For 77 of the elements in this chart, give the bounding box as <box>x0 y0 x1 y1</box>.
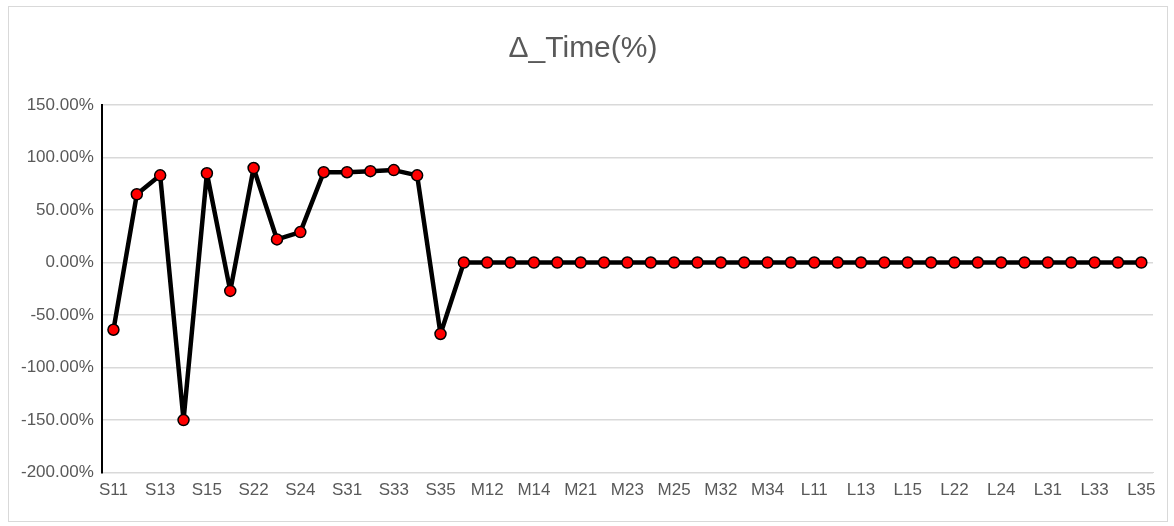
point <box>270 233 284 246</box>
x-tick-label: L35 <box>1127 480 1156 500</box>
point <box>480 256 494 269</box>
x-tick-label: M14 <box>517 480 551 500</box>
point <box>224 284 237 298</box>
x-tick-label: L31 <box>1033 480 1063 500</box>
point <box>878 256 891 269</box>
x-tick-label: L24 <box>986 480 1016 500</box>
point <box>294 225 307 239</box>
point <box>1111 256 1125 269</box>
point <box>130 188 144 201</box>
point <box>153 169 167 182</box>
point <box>551 256 564 269</box>
point <box>948 256 961 269</box>
point <box>854 256 868 269</box>
y-tick-label: -50.00% <box>30 304 94 324</box>
point <box>247 161 260 175</box>
x-tick-label: M23 <box>610 480 644 500</box>
point <box>504 256 517 269</box>
point <box>410 169 424 182</box>
y-tick-label: 50.00% <box>36 199 94 219</box>
y-tick-label: -200.00% <box>20 462 94 482</box>
point <box>457 256 471 269</box>
x-tick-label: S15 <box>191 480 223 500</box>
y-tick-label: 150.00% <box>26 94 94 114</box>
x-tick-label: S31 <box>331 480 363 500</box>
point <box>924 256 938 269</box>
point <box>994 256 1008 269</box>
point <box>691 256 704 269</box>
point <box>621 256 634 269</box>
point <box>177 413 190 427</box>
point <box>1041 256 1055 269</box>
x-tick-label: S24 <box>285 480 316 500</box>
y-tick-label: -150.00% <box>20 409 94 429</box>
point <box>107 323 120 337</box>
point <box>901 256 914 269</box>
point <box>200 167 214 180</box>
x-tick-label: S33 <box>378 480 409 500</box>
x-tick-label: M21 <box>564 480 598 500</box>
point <box>784 256 798 269</box>
point <box>644 256 657 269</box>
point <box>737 256 751 269</box>
point <box>1088 256 1101 269</box>
x-tick-label: M34 <box>751 480 785 500</box>
point <box>387 163 401 177</box>
x-tick-label: S11 <box>98 480 128 500</box>
x-tick-label: L22 <box>940 480 969 500</box>
point <box>527 256 541 269</box>
point <box>434 327 447 341</box>
point <box>574 256 587 269</box>
x-tick-label: M32 <box>704 480 738 500</box>
point <box>831 256 844 269</box>
x-tick-label: S13 <box>145 480 176 500</box>
x-tick-label: S22 <box>238 480 269 500</box>
x-tick-label: M25 <box>657 480 691 500</box>
point <box>364 164 377 178</box>
x-tick-label: S35 <box>425 480 456 500</box>
x-tick-label: L15 <box>893 480 922 500</box>
x-tick-label: L11 <box>800 480 828 500</box>
point <box>808 256 821 269</box>
x-tick-label: M12 <box>470 480 504 500</box>
point <box>1064 256 1078 269</box>
chart-title: Δ_Time(%) <box>508 30 658 64</box>
point <box>667 256 681 269</box>
x-tick-label: L33 <box>1080 480 1109 500</box>
point <box>340 165 354 179</box>
point <box>761 256 774 269</box>
y-tick-label: 100.00% <box>26 147 94 167</box>
point <box>597 256 611 269</box>
point <box>1018 256 1031 269</box>
point <box>317 165 330 179</box>
point <box>1135 256 1148 269</box>
point <box>971 256 985 269</box>
x-tick-label: L13 <box>846 480 876 500</box>
point <box>714 256 728 269</box>
y-tick-label: 0.00% <box>45 252 94 272</box>
y-tick-label: -100.00% <box>20 357 94 377</box>
